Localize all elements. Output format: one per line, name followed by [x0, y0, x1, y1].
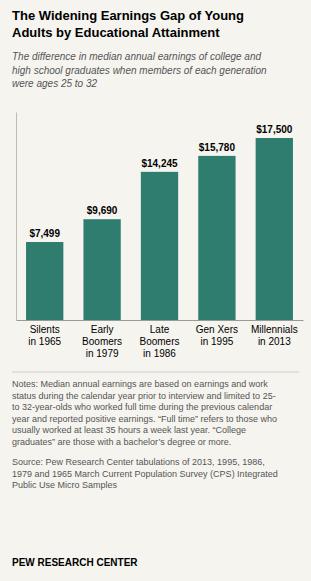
data-label: $17,500: [256, 124, 293, 135]
branding: PEW RESEARCH CENTER: [12, 557, 138, 568]
subtitle: The difference in median annual earnings…: [12, 51, 267, 89]
separator: [12, 372, 299, 373]
x-tick: Silentsin 1965: [28, 324, 61, 347]
x-tick-label: Millennialsin 2013: [251, 324, 298, 347]
x-tick: Millennialsin 2013: [251, 324, 298, 347]
notes: Notes: Median annual earnings are based …: [12, 379, 277, 447]
data-label: $14,245: [141, 158, 178, 169]
bar: [256, 138, 293, 320]
data-label: $9,690: [87, 205, 118, 216]
title: The Widening Earnings Gap of YoungAdults…: [12, 8, 244, 40]
x-tick: EarlyBoomersin 1979: [82, 324, 122, 359]
x-tick: Gen Xersin 1995: [196, 324, 238, 347]
x-axis: Silentsin 1965 EarlyBoomersin 1979 LateBoo…: [17, 321, 304, 360]
data-labels: $7,499 $9,690 $14,245 $15,780 $17,500: [29, 124, 292, 239]
source: Source: Pew Research Center tabulations …: [12, 457, 278, 490]
x-axis-line: [17, 320, 304, 321]
x-tick-label: LateBoomersin 1986: [139, 324, 179, 359]
x-tick-label: EarlyBoomersin 1979: [82, 324, 122, 359]
bar: [141, 172, 178, 320]
bar: [26, 242, 63, 320]
y-axis-line: [16, 113, 17, 321]
bar: [83, 219, 120, 320]
bar: [198, 156, 235, 320]
y-axis: [16, 113, 17, 321]
x-tick-label: Gen Xersin 1995: [196, 324, 238, 347]
data-label: $15,780: [199, 142, 236, 153]
bars: [26, 138, 293, 320]
x-tick-label: Silentsin 1965: [28, 324, 61, 347]
x-tick: LateBoomersin 1986: [139, 324, 179, 359]
chart: The Widening Earnings Gap of YoungAdults…: [0, 0, 311, 581]
data-label: $7,499: [29, 228, 60, 239]
